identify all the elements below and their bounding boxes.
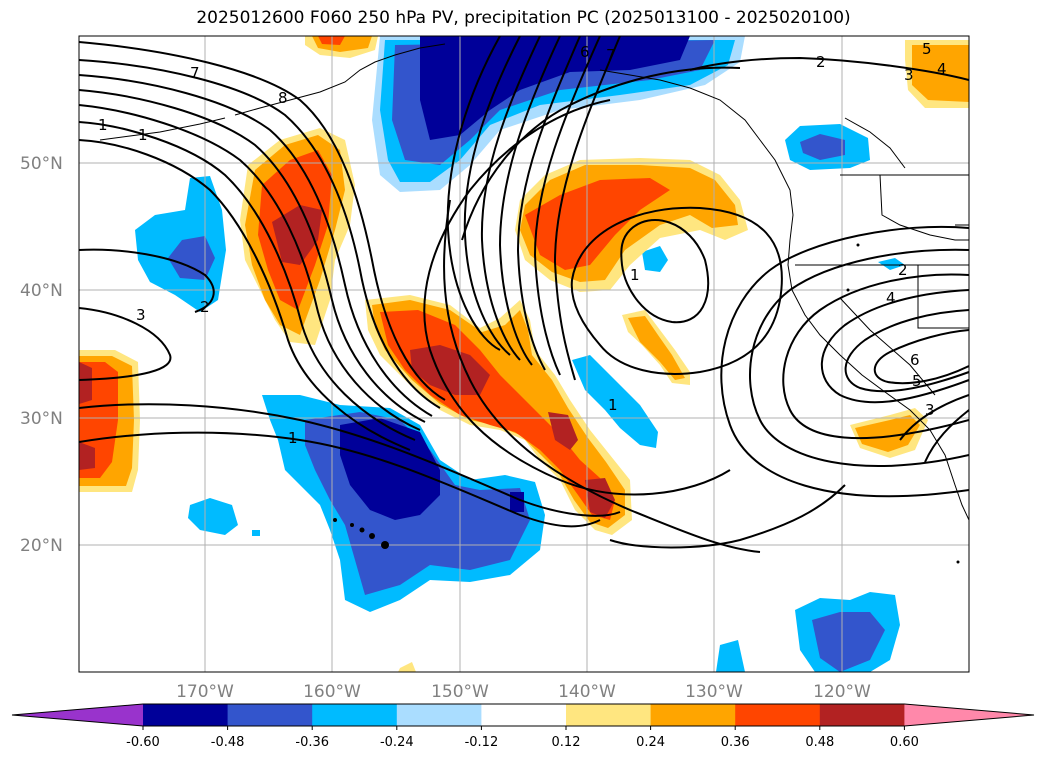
colorbar-tick-label: 0.12 [552,735,581,750]
latitude-labels: 50°N 40°N 30°N 20°N [20,154,63,556]
colorbar-tick-label: -0.36 [295,735,329,750]
colorbar-segment [481,704,567,726]
colorbar-extend-low [12,704,143,726]
lon-label-140w: 140°W [558,682,616,702]
colorbar-segment [227,704,313,726]
lon-label-130w: 130°W [685,682,743,702]
colorbar-segment [566,704,652,726]
colorbar-segment [735,704,821,726]
contour-label: 2 [898,261,908,279]
contour-label: 5 [912,372,922,390]
contour-label: 7 [190,64,200,82]
contour-label: 6 [910,351,920,369]
lon-label-160w: 160°W [303,682,361,702]
blue-blob-south-east [795,592,900,672]
contour-labels: 7 8 1 1 3 2 1 1 1 2 4 6 5 3 2 3 4 5 6 7 [98,40,947,447]
pv-contours [79,36,969,553]
colorbar-tick-label: 0.24 [636,735,665,750]
lat-label-30n: 30°N [20,409,63,429]
lat-label-20n: 20°N [20,536,63,556]
lat-label-40n: 40°N [20,281,63,301]
contour-label: 3 [904,66,914,84]
contour-label: 8 [278,89,288,107]
map-title: 2025012600 F060 250 hPa PV, precipitatio… [196,8,851,28]
contour-label: 4 [937,60,947,78]
contour-label: 1 [288,429,298,447]
contour-label: 3 [925,401,935,419]
colorbar-tick-label: 0.60 [890,735,919,750]
warm-blob-west-edge [79,350,140,492]
blue-blob-hawaii [262,395,545,612]
contour-label: 7 [606,46,616,64]
colorbar: -0.60 -0.48 -0.36 -0.24 -0.12 0.12 0.24 0.36 0.4… [11,703,1035,750]
colorbar-tick-label: 0.48 [805,735,834,750]
plot-frame [78,35,970,673]
contour-label: 6 [580,43,590,61]
colorbar-segment [312,704,398,726]
blue-blob-west [135,176,226,312]
lon-label-120w: 120°W [813,682,871,702]
longitude-labels: 170°W 160°W 150°W 140°W 130°W 120°W [176,682,871,702]
coastlines [99,43,969,521]
colorbar-segment [143,704,229,726]
colorbar-tick-label: -0.60 [126,735,160,750]
lon-label-170w: 170°W [176,682,234,702]
lat-label-50n: 50°N [20,154,63,174]
colorbar-segment [396,704,482,726]
islands [333,243,960,564]
contour-label: 1 [608,396,618,414]
colorbar-tick-label: 0.36 [721,735,750,750]
contour-label: 5 [922,40,932,58]
lon-label-150w: 150°W [431,682,489,702]
colorbar-tick-label: -0.12 [465,735,499,750]
contour-label: 2 [200,298,210,316]
colorbar-segment [650,704,736,726]
contour-label: 3 [136,306,146,324]
contour-label: 4 [886,289,896,307]
colorbar-extend-high [904,704,1034,726]
contour-label: 1 [138,126,148,144]
contour-label: 2 [816,53,826,71]
colorbar-tick-label: -0.48 [211,735,245,750]
contour-label: 1 [98,116,108,134]
contour-label: 1 [630,266,640,284]
blue-blob-bc [785,124,870,170]
gridlines [79,36,969,672]
colorbar-tick-label: -0.24 [380,735,414,750]
colorbar-segment [819,704,905,726]
